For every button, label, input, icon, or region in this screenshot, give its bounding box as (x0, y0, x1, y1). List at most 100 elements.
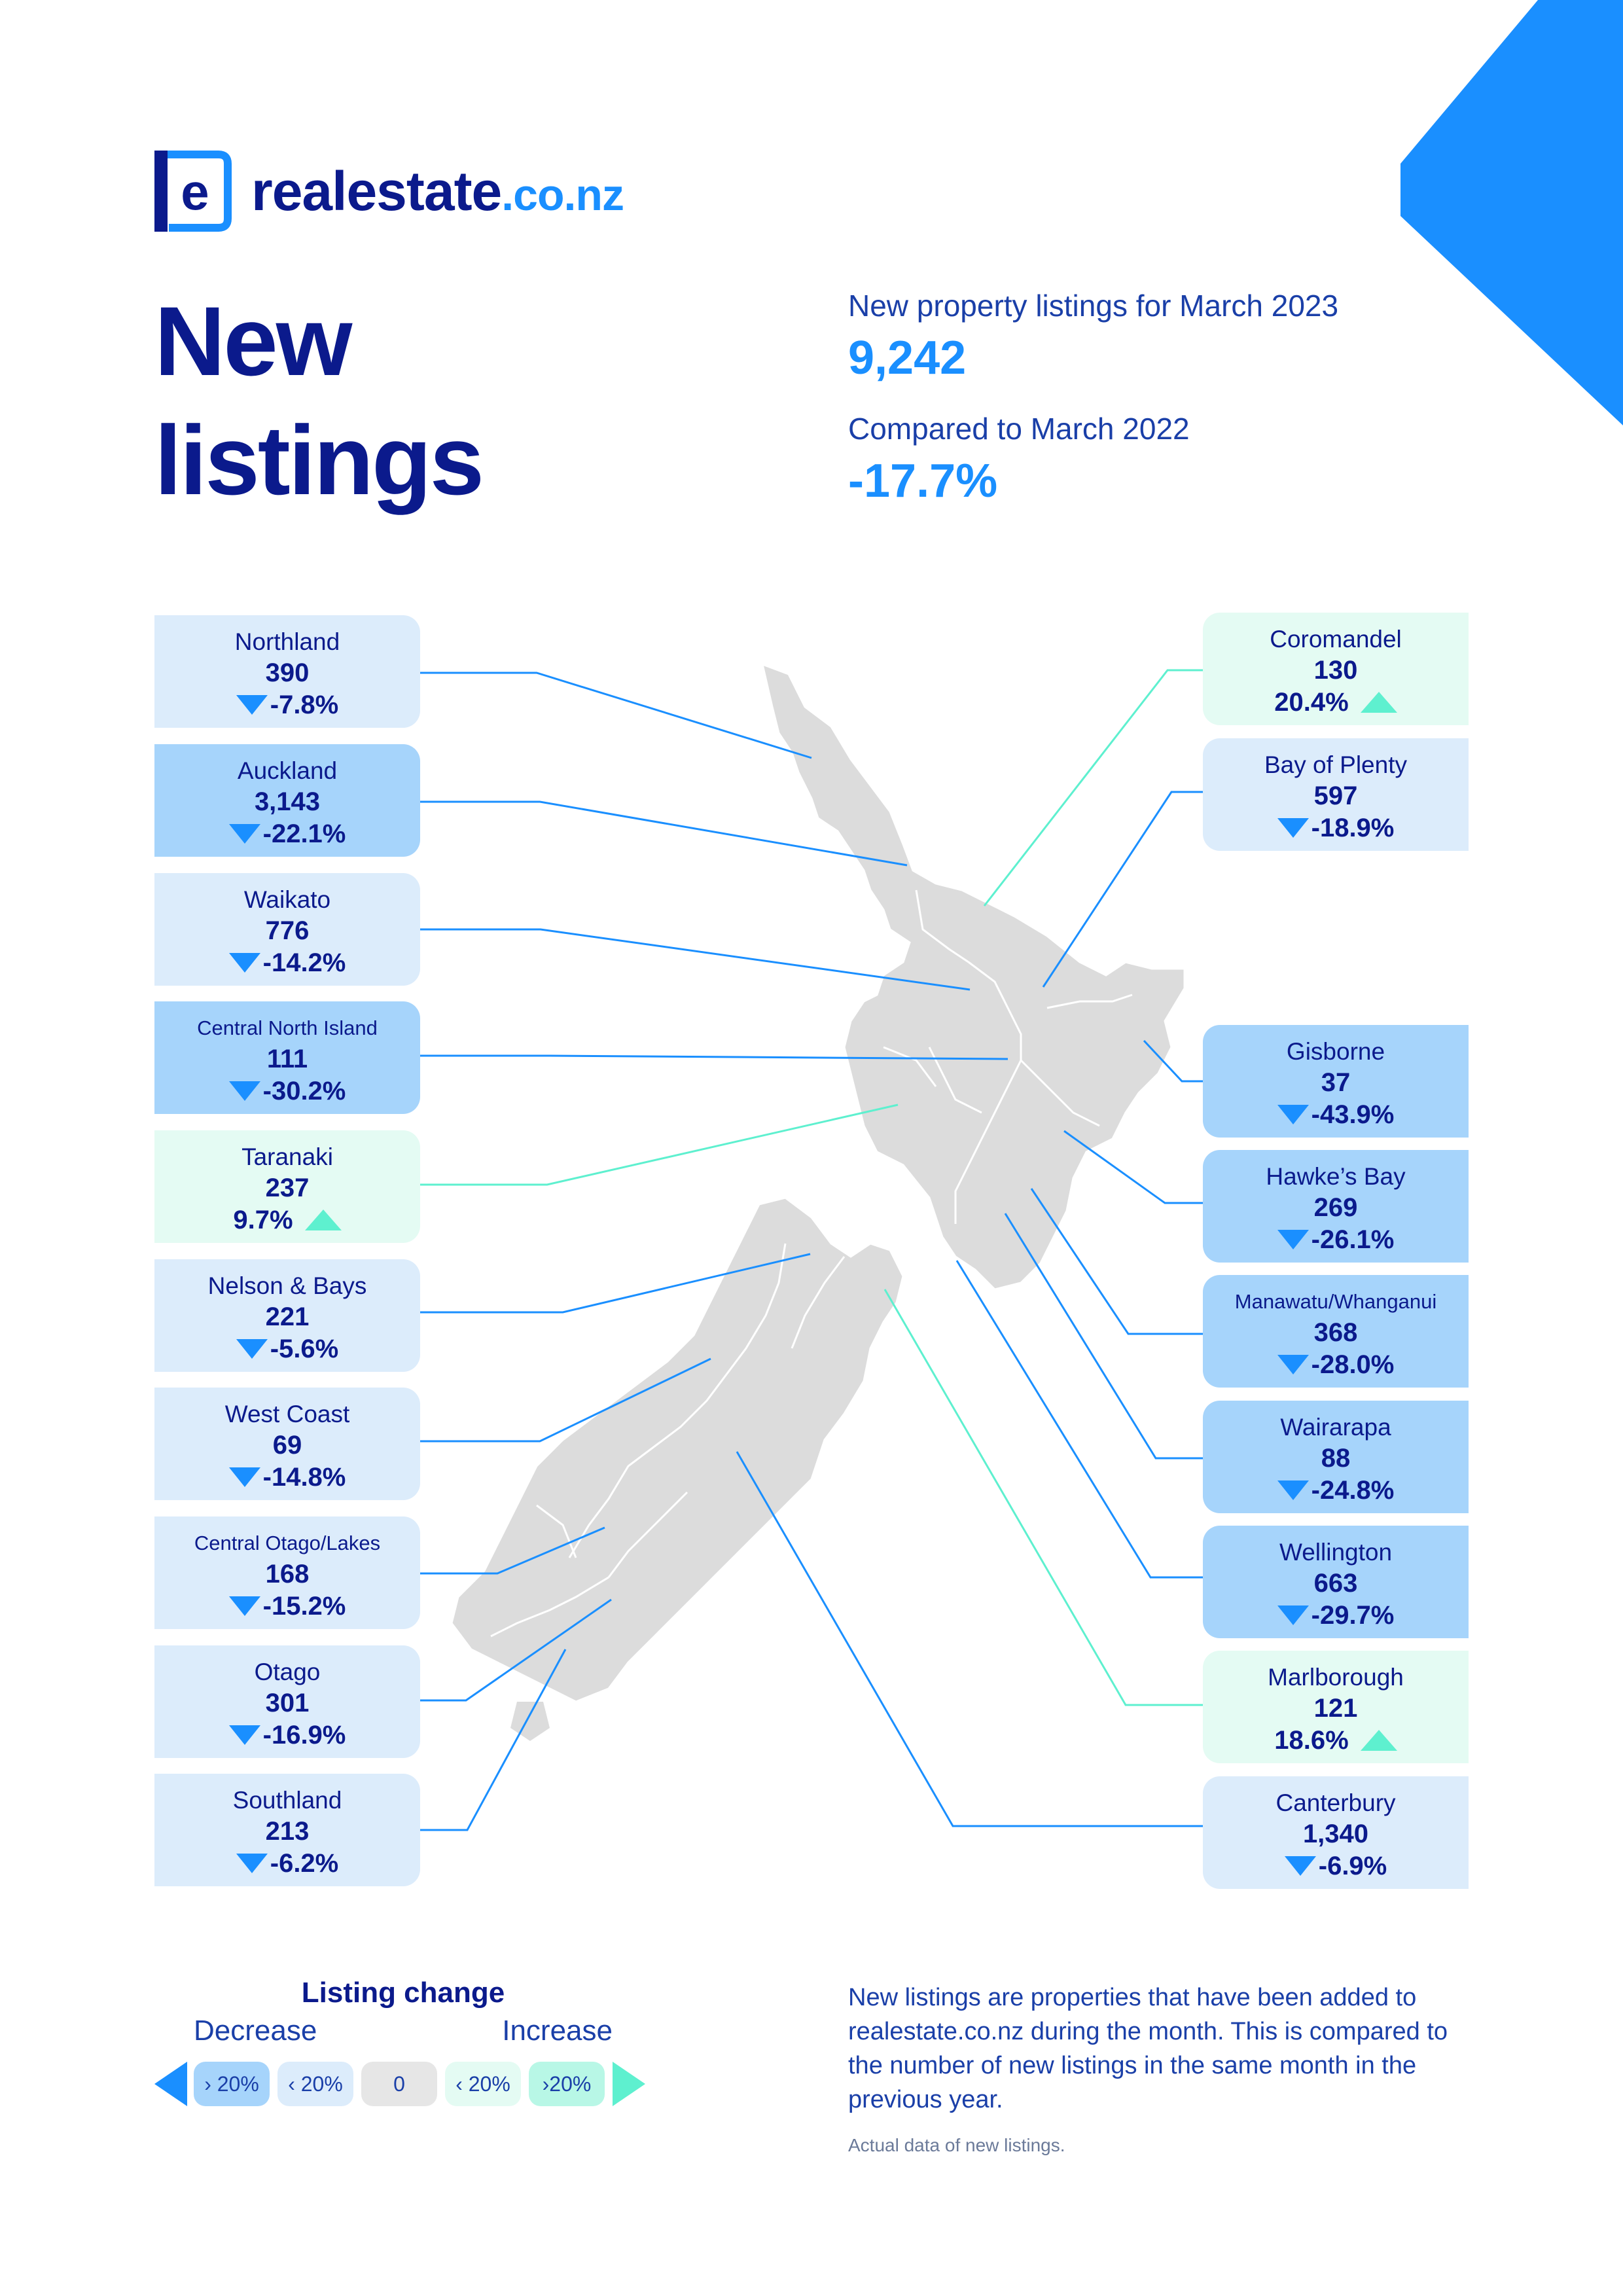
region-change-value: -14.2% (262, 948, 346, 977)
region-name: Wellington (1279, 1539, 1393, 1566)
brand-wordmark: realestate.co.nz (251, 160, 624, 223)
region-change-value: -6.9% (1318, 1852, 1387, 1880)
south-island-shape (450, 1196, 904, 1703)
region-change: -5.6% (154, 1333, 420, 1365)
decrease-arrow-icon (1277, 1480, 1309, 1500)
decrease-arrow-icon (1277, 1105, 1309, 1124)
region-name: West Coast (224, 1401, 350, 1427)
region-count: 597 (1313, 781, 1358, 810)
region-name: Hawke’s Bay (1266, 1163, 1406, 1190)
region-change-value: -14.8% (262, 1463, 346, 1492)
region-change-value: -24.8% (1311, 1476, 1395, 1505)
region-change: -43.9% (1203, 1098, 1469, 1131)
region-count: 69 (272, 1431, 302, 1460)
region-card-southland: Southland 213 -6.2% (154, 1774, 420, 1886)
legend-scale: › 20% ‹ 20% 0 ‹ 20% ›20% (154, 2062, 652, 2106)
decrease-arrow-icon (228, 1596, 260, 1616)
region-change-value: -18.9% (1311, 814, 1395, 842)
region-change: -14.8% (154, 1461, 420, 1494)
region-card-west-coast: West Coast 69 -14.8% (154, 1388, 420, 1500)
footnote-text: New listings are properties that have be… (848, 1984, 1448, 2113)
region-change: -30.2% (154, 1075, 420, 1107)
page-title: New listings (154, 281, 484, 520)
region-count: 368 (1313, 1318, 1358, 1347)
region-name: Central Otago/Lakes (194, 1532, 381, 1554)
region-card-nelson-bays: Nelson & Bays 221 -5.6% (154, 1259, 420, 1372)
increase-arrow-icon (304, 1210, 342, 1230)
region-count: 237 (265, 1174, 310, 1202)
decrease-arrow-icon (236, 1339, 268, 1359)
region-change-value: -28.0% (1311, 1350, 1395, 1379)
legend: Listing change Decrease Increase › 20% ‹… (154, 1977, 652, 2106)
region-change: 9.7% (154, 1204, 420, 1236)
region-name: Auckland (237, 757, 338, 784)
region-change: -6.9% (1203, 1850, 1469, 1882)
region-change-value: -16.9% (262, 1721, 346, 1749)
region-count: 130 (1313, 656, 1358, 685)
legend-swatch-small-increase: ‹ 20% (445, 2062, 521, 2106)
region-change-value: -22.1% (262, 819, 346, 848)
region-change-value: 20.4% (1274, 688, 1349, 717)
legend-swatch-small-decrease: ‹ 20% (277, 2062, 353, 2106)
decrease-arrow-icon (228, 953, 260, 973)
region-card-taranaki: Taranaki 237 9.7% (154, 1130, 420, 1243)
region-name: Central North Island (197, 1016, 378, 1039)
region-count: 88 (1321, 1444, 1351, 1473)
logo-mark-icon: e (154, 151, 232, 232)
region-name: Coromandel (1270, 626, 1402, 653)
legend-swatch-large-increase: ›20% (529, 2062, 605, 2106)
region-count: 37 (1321, 1068, 1351, 1097)
region-change: -24.8% (1203, 1474, 1469, 1507)
decrease-arrow-icon (228, 824, 260, 844)
region-card-bay-of-plenty: Bay of Plenty 597 -18.9% (1203, 738, 1469, 851)
region-change-value: -30.2% (262, 1077, 346, 1105)
region-change-value: -43.9% (1311, 1100, 1395, 1129)
increase-arrow-icon (613, 2062, 645, 2106)
decrease-arrow-icon (1284, 1856, 1316, 1876)
region-card-central-north-island: Central North Island 111 -30.2% (154, 1001, 420, 1114)
region-name: Otago (254, 1659, 321, 1685)
stewart-island-shape (510, 1702, 550, 1741)
north-island-shape (760, 662, 1186, 1291)
region-change: -7.8% (154, 689, 420, 721)
region-change-value: -15.2% (262, 1592, 346, 1621)
decrease-arrow-icon (1277, 818, 1309, 838)
increase-arrow-icon (1360, 1730, 1397, 1751)
region-name: Canterbury (1275, 1789, 1396, 1816)
region-change: -14.2% (154, 946, 420, 979)
region-change: -22.1% (154, 817, 420, 850)
region-card-gisborne: Gisborne 37 -43.9% (1203, 1025, 1469, 1138)
region-card-waikato: Waikato 776 -14.2% (154, 873, 420, 986)
region-name: Marlborough (1268, 1664, 1404, 1691)
region-change: -26.1% (1203, 1223, 1469, 1256)
region-card-coromandel: Coromandel 130 20.4% (1203, 613, 1469, 725)
south-island-borders (490, 1243, 846, 1638)
total-change: -17.7% (848, 455, 998, 507)
decrease-arrow-icon (228, 1467, 260, 1487)
region-change: -29.7% (1203, 1599, 1469, 1632)
region-change: -15.2% (154, 1590, 420, 1623)
region-card-marlborough: Marlborough 121 18.6% (1203, 1651, 1469, 1763)
region-change: 20.4% (1203, 686, 1469, 719)
region-count: 168 (265, 1560, 310, 1588)
region-name: Manawatu/Whanganui (1234, 1290, 1437, 1313)
region-change-value: -26.1% (1311, 1225, 1395, 1254)
region-change: -18.9% (1203, 812, 1469, 844)
region-count: 213 (265, 1817, 310, 1846)
decrease-arrow-icon (228, 1081, 260, 1101)
region-card-central-otago-lakes: Central Otago/Lakes 168 -15.2% (154, 1516, 420, 1629)
brand-name: realestate (251, 160, 502, 222)
decrease-arrow-icon (236, 695, 268, 715)
summary-block: New property listings for March 2023 9,2… (848, 288, 1338, 534)
decrease-arrow-icon (1277, 1605, 1309, 1625)
decrease-arrow-icon (228, 1725, 260, 1745)
leader-lines-right (736, 669, 1203, 1827)
increase-arrow-icon (1360, 692, 1397, 713)
region-name: Waikato (243, 886, 331, 913)
region-change-value: 18.6% (1274, 1726, 1349, 1755)
legend-title: Listing change (301, 1977, 505, 2009)
region-change: 18.6% (1203, 1724, 1469, 1757)
legend-decrease-label: Decrease (194, 2015, 317, 2047)
